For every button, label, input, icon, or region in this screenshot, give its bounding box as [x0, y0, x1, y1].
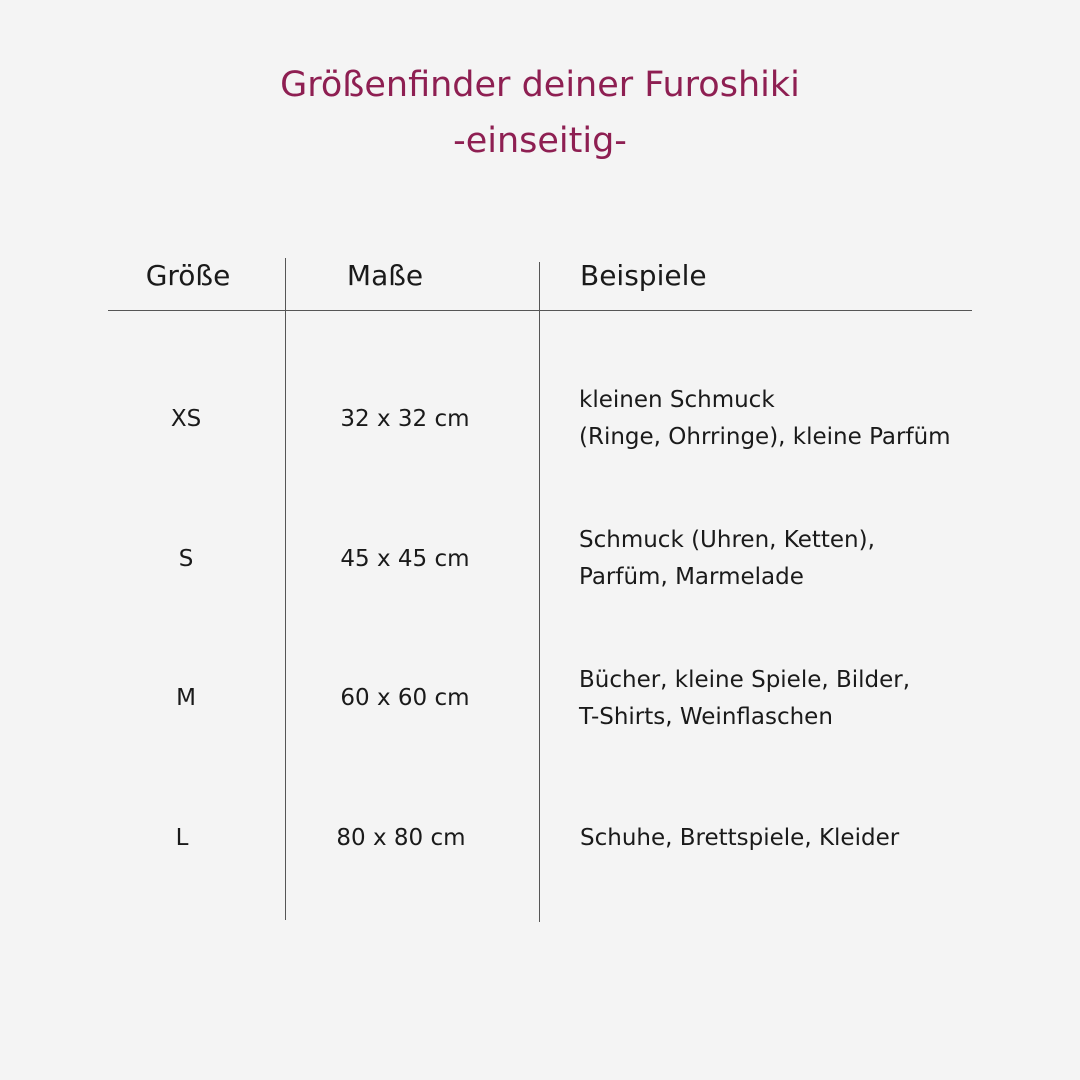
- size-cell: XS: [170, 406, 202, 432]
- header-dimensions: Maße: [346, 259, 424, 292]
- page-title: Größenfinder deiner Furoshiki: [280, 65, 800, 105]
- header-divider: [108, 310, 972, 311]
- size-cell: M: [176, 685, 196, 711]
- page-subtitle: -einseitig-: [453, 121, 627, 161]
- header-examples: Beispiele: [580, 259, 707, 292]
- examples-line: Bücher, kleine Spiele, Bilder,: [579, 667, 911, 693]
- examples-line: Schmuck (Uhren, Ketten),: [579, 527, 875, 553]
- examples-line: Schuhe, Brettspiele, Kleider: [580, 825, 900, 851]
- dimensions-cell: 45 x 45 cm: [340, 546, 470, 572]
- examples-line: kleinen Schmuck: [579, 387, 775, 413]
- dimensions-cell: 32 x 32 cm: [340, 406, 470, 432]
- header-size: Größe: [145, 259, 231, 292]
- dimensions-cell: 80 x 80 cm: [336, 825, 466, 851]
- column-divider-2: [539, 262, 540, 922]
- examples-line: Parfüm, Marmelade: [579, 564, 804, 590]
- column-divider-1: [285, 258, 286, 920]
- size-cell: S: [178, 546, 194, 572]
- examples-line: T-Shirts, Weinflaschen: [579, 704, 833, 730]
- dimensions-cell: 60 x 60 cm: [340, 685, 470, 711]
- size-cell: L: [175, 825, 189, 851]
- examples-line: (Ringe, Ohrringe), kleine Parfüm: [579, 424, 951, 450]
